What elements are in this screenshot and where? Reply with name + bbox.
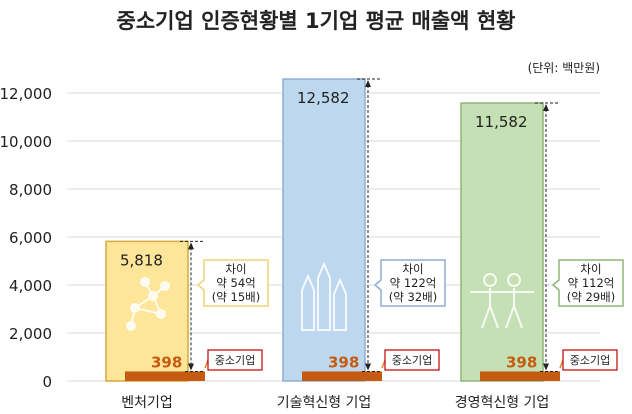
difference-text: (약 15배) <box>212 290 260 304</box>
bar-3 <box>460 102 544 382</box>
y-tick-label: 6,000 <box>9 229 52 247</box>
people-icon <box>470 273 534 329</box>
sme-callout <box>384 349 440 371</box>
sme-bar-3 <box>480 371 560 381</box>
difference-text: 차이 <box>402 262 423 276</box>
sme-value-label: 398 <box>506 353 537 371</box>
y-tick-label: 10,000 <box>0 133 52 151</box>
arrow-heads <box>188 242 194 371</box>
person-head <box>483 273 497 287</box>
difference-text: 약 112억 <box>568 276 615 290</box>
molecule-bond <box>144 281 166 298</box>
difference-text: (약 32배) <box>389 290 437 304</box>
chart-title: 중소기업 인증현황별 1기업 평균 매출액 현황 <box>117 9 516 33</box>
pencil <box>333 277 347 331</box>
unit-label: (단위: 백만원) <box>528 61 600 75</box>
difference-callout <box>196 259 269 307</box>
sme-callout <box>207 349 263 371</box>
difference-callout <box>551 259 624 307</box>
molecule-icon <box>126 277 170 331</box>
difference-text: 약 54억 <box>216 276 255 290</box>
bar-2 <box>282 78 366 382</box>
person-head <box>507 273 521 287</box>
difference-text: (약 29배) <box>567 290 615 304</box>
pencil <box>317 261 331 331</box>
y-tick-label: 2,000 <box>9 325 52 343</box>
y-tick-label: 8,000 <box>9 181 52 199</box>
sme-callout-label: 중소기업 <box>392 354 432 367</box>
y-tick-label: 0 <box>42 373 52 391</box>
bar-value-label: 11,582 <box>475 113 528 131</box>
bar-value-label: 5,818 <box>120 251 163 269</box>
sme-value-label: 398 <box>151 353 182 371</box>
x-tick-label: 경영혁신형 기업 <box>455 395 550 411</box>
sme-bar-1 <box>125 371 205 381</box>
x-tick-label: 벤처기업 <box>121 395 173 411</box>
bar-value-label: 12,582 <box>297 89 350 107</box>
sme-callout <box>562 349 618 371</box>
pencils-icon <box>301 261 347 331</box>
difference-text: 약 122억 <box>390 276 437 290</box>
difference-text: 차이 <box>225 262 246 276</box>
x-tick-label: 기술혁신형 기업 <box>277 395 372 411</box>
difference-text: 차이 <box>580 262 601 276</box>
pencil <box>301 273 315 331</box>
difference-callout <box>373 259 446 307</box>
y-tick-label: 4,000 <box>9 277 52 295</box>
y-tick-label: 12,000 <box>0 85 52 103</box>
sme-callout-label: 중소기업 <box>570 354 610 367</box>
sme-value-label: 398 <box>328 353 359 371</box>
sme-callout-label: 중소기업 <box>215 354 255 367</box>
sme-bar-2 <box>302 371 382 381</box>
person-body <box>494 288 534 329</box>
